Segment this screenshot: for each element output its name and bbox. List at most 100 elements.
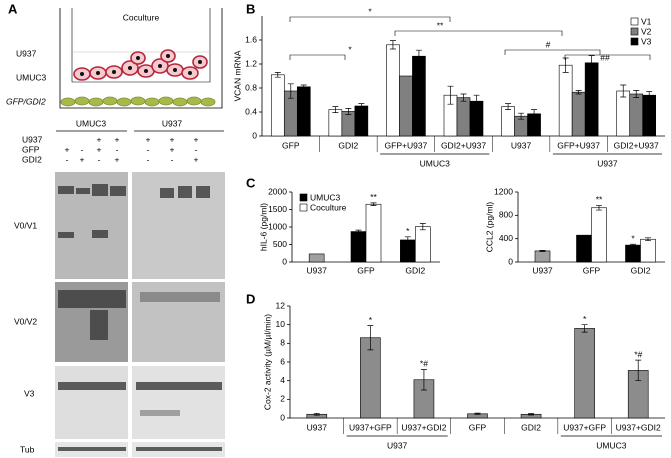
bar [412, 55, 426, 137]
blot-group: U937 [162, 118, 183, 128]
y-tick-label: 1.6 [245, 34, 257, 44]
y-tick-label: 8 [280, 338, 285, 348]
bar [308, 253, 325, 263]
error-bar [415, 49, 422, 63]
bar [501, 106, 515, 137]
x-tick-label: U937 [307, 265, 328, 275]
y-tick-label: 0.8 [245, 82, 257, 92]
blot-label: Tub [20, 444, 35, 454]
annotation: ** [370, 192, 377, 202]
x-tick-label: GFP+U937 [385, 140, 428, 150]
error-bar [300, 84, 307, 89]
lane-sign: - [195, 144, 198, 154]
y-tick-label: 1200 [494, 186, 513, 196]
group-label: U937 [597, 158, 618, 168]
error-bar [528, 413, 535, 416]
panel-label: B [246, 1, 255, 16]
panel-label: D [246, 291, 255, 306]
y-axis-label: CCL2 (pg/ml) [484, 202, 494, 253]
error-bar [370, 202, 377, 206]
annotation: ## [600, 52, 610, 62]
group-label: U937 [387, 440, 408, 450]
error-bar [518, 112, 525, 120]
lane-sign: - [147, 144, 150, 154]
x-tick-label: U937 [532, 265, 553, 275]
annotation: *# [634, 349, 642, 359]
bar [642, 94, 657, 137]
x-tick-label: U937+GDI2 [616, 422, 661, 432]
error-bar [620, 84, 627, 98]
bracket [289, 16, 451, 22]
error-bar [474, 412, 481, 415]
lane-sign: + [194, 134, 199, 144]
blot-label: V0/V2 [14, 316, 37, 326]
bracket [394, 30, 563, 36]
lane-sign: + [65, 144, 70, 154]
annotation: * [406, 226, 410, 236]
treatment-label: GDI2 [22, 154, 42, 164]
bar [365, 203, 382, 263]
bar [341, 111, 356, 137]
lane-sign: + [97, 134, 102, 144]
coculture-diagram [59, 8, 223, 109]
x-tick-label: GDI2 [631, 265, 651, 275]
error-bar [539, 249, 546, 252]
error-bar [473, 94, 480, 108]
error-bar [404, 236, 411, 244]
error-bar [575, 90, 582, 95]
y-tick-label: 6 [280, 356, 285, 366]
y-tick-label: 400 [499, 233, 513, 243]
y-axis-label: VCAN mRNA [232, 50, 242, 101]
legend-swatch [630, 27, 639, 36]
error-bar [313, 412, 320, 416]
error-bar [646, 91, 653, 100]
bar [574, 328, 595, 419]
lane-sign: + [97, 144, 102, 154]
bar [415, 226, 431, 263]
annotation: # [546, 39, 551, 49]
bar [640, 238, 656, 263]
y-tick-label: 1000 [268, 221, 287, 231]
y-tick-label: 10 [276, 319, 286, 329]
axis [289, 306, 665, 419]
y-tick-label: 500 [273, 239, 287, 249]
x-tick-label: GFP [357, 265, 375, 275]
annotation: * [631, 233, 635, 243]
y-tick-label: 12 [276, 300, 286, 310]
lane-sign: + [170, 134, 175, 144]
lane-sign: - [171, 154, 174, 164]
y-tick-label: 0 [252, 130, 257, 140]
x-tick-label: GDI2 [405, 265, 425, 275]
bar [571, 91, 586, 137]
y-tick-label: 0.4 [245, 106, 257, 116]
blot-group: UMUC3 [76, 118, 106, 128]
lane-sign: - [147, 154, 150, 164]
error-bar [460, 93, 467, 102]
bracket [504, 49, 601, 55]
error-bar [345, 108, 352, 115]
error-bar [581, 324, 588, 333]
bracket [564, 54, 651, 60]
x-tick-label: U937 [307, 422, 328, 432]
error-bar [332, 106, 339, 113]
legend-swatch [299, 193, 308, 202]
panel-label: A [8, 1, 18, 16]
x-tick-label: U937+GFP [563, 422, 606, 432]
bar [584, 62, 599, 137]
lane-sign: + [80, 154, 85, 164]
bar [576, 234, 592, 263]
error-bar [635, 359, 642, 382]
y-tick-label: 4 [280, 375, 285, 385]
error-bar [447, 85, 454, 105]
y-tick-label: 0 [280, 412, 285, 422]
x-tick-label: GDI2 [338, 140, 358, 150]
lane-sign: + [170, 144, 175, 154]
error-bar [531, 109, 538, 119]
x-tick-label: U937 [511, 140, 532, 150]
y-tick-label: 0 [508, 256, 513, 266]
legend-label: Coculture [310, 202, 347, 212]
bar [350, 231, 367, 263]
diagram-title: Coculture [123, 12, 160, 22]
bar [534, 250, 551, 263]
x-tick-label: GDI2+U937 [441, 140, 486, 150]
